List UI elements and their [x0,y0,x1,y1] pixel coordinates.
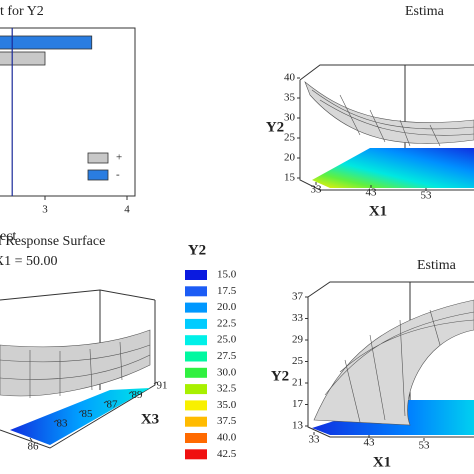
x-tick-label: 89 [132,389,144,401]
colorbar-label: 17.5 [217,285,237,297]
colorbar-label: 30.0 [217,366,237,378]
y-tick-label: 20 [284,152,296,164]
color-swatch [185,351,207,362]
y-tick-label: 37 [292,291,304,303]
y-tick-label: 17 [292,398,304,410]
y-tick-label: 25 [292,355,304,367]
x-tick-label: 3 [42,204,48,216]
chart-title: t for Y2 [0,4,44,19]
x-tick-label: 33 [309,434,321,446]
x-tick-label: 83 [57,418,69,430]
y-tick-label: 25 [284,132,296,144]
surface-plot-3 [307,281,474,438]
x-tick-label: 91 [157,380,168,392]
colorbar-label: 20.0 [217,301,237,313]
chart-title: Estima [417,258,457,273]
color-swatch [185,400,207,411]
x-tick [103,400,108,404]
colorbar-label: 37.5 [217,415,237,427]
legend-swatch [87,169,109,181]
x-tick [53,419,58,423]
y-tick-label: 15 [284,172,296,184]
color-swatch [185,384,207,395]
z-tick [29,437,33,442]
x-tick-label: 33 [311,184,323,196]
color-swatch [185,449,207,460]
x-tick-label: 4 [124,204,130,216]
y-tick-label: 30 [284,112,296,124]
x-tick-label: 43 [366,187,378,199]
y-tick-label: 33 [292,312,304,324]
x-tick-label: 43 [364,437,376,449]
y-tick-label: 21 [292,377,303,389]
color-swatch [185,318,207,329]
colorbar-title: Y2 [188,242,206,258]
x-axis-label: X1 [369,203,387,219]
x-tick [78,410,83,413]
x-axis-label: X3 [141,411,159,427]
color-swatch [185,302,207,313]
legend-swatch [87,152,109,164]
x-tick-label: 85 [82,408,94,420]
legend-label: - [116,169,120,181]
z-tick-label: 86 [28,441,40,453]
plot-frame [0,27,136,197]
chart-title: l Response Surface [0,234,105,249]
color-swatch [185,270,207,280]
colorbar-label: 27.5 [217,350,237,362]
colorbar-label: 22.5 [217,317,237,329]
color-swatch [185,367,207,378]
legend-label: + [116,152,122,164]
colorbar-label: 15.0 [217,269,237,281]
surface-plot-2 [0,289,156,449]
color-swatch [185,416,207,427]
color-swatch [185,286,207,297]
x-axis-label: X1 [373,454,391,470]
y-tick-label: 29 [292,334,304,346]
y-axis-label: Y2 [266,119,284,135]
color-swatch [185,433,207,443]
y-tick-label: 40 [284,72,296,84]
colorbar-label: 42.5 [217,448,237,460]
bar [0,35,93,50]
x-tick-label: 87 [107,399,119,411]
surface-plot-1 [299,64,474,191]
y-axis-label: Y2 [271,368,289,384]
bar [0,51,46,66]
y-tick-label: 35 [284,92,296,104]
y-tick-label: 13 [292,420,304,432]
colorbar-label: 40.0 [217,432,237,444]
chart-subtitle: X1 = 50.00 [0,254,58,269]
x-tick [153,381,158,385]
colorbar-label: 35.0 [217,399,237,411]
colorbar-label: 25.0 [217,334,237,346]
x-tick-label: 53 [419,440,431,452]
color-swatch [185,335,207,346]
x-tick-label: 53 [421,190,433,202]
x-axis-label: ect [0,229,16,244]
x-tick [128,391,133,394]
chart-title: Estima [405,4,445,19]
colorbar-label: 32.5 [217,383,237,395]
